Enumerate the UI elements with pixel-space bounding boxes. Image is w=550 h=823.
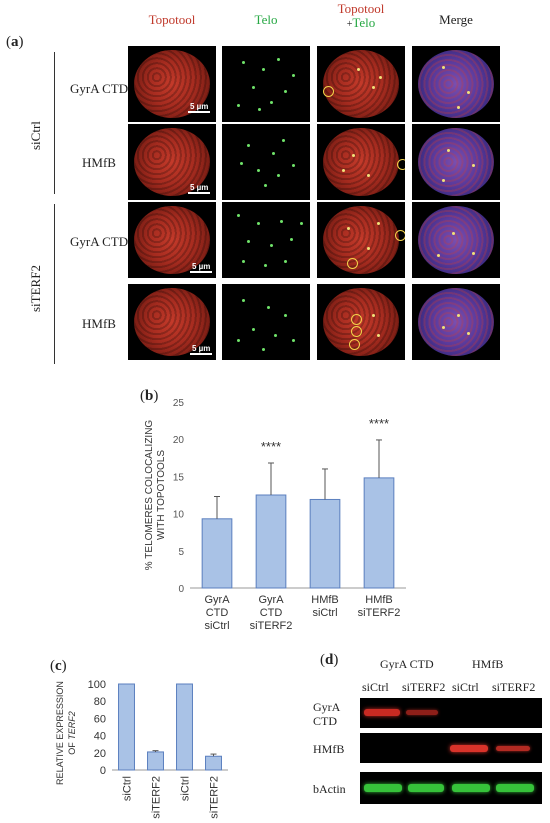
- y-tick-label: 20: [94, 748, 106, 760]
- x-tick-label: CTD: [260, 607, 283, 619]
- panel-b-label: (b): [140, 388, 159, 404]
- micrograph-telo-gyra-sictrl: [222, 46, 310, 122]
- y-tick-label: 10: [173, 510, 185, 521]
- micrograph-telo-gyra-siterf2: [222, 202, 310, 278]
- bar: [201, 518, 233, 589]
- colocalization-ring: [397, 159, 405, 170]
- western-lane-label: siTERF2: [402, 680, 446, 694]
- y-axis-label: % TELOMERES COLOCALIZINGWITH TOPOTOOLS: [144, 420, 167, 571]
- column-header-overlay-topotool: Topotool: [337, 1, 385, 16]
- western-group-header-gyra-ctd: GyrA CTD: [380, 657, 434, 671]
- panel-d-label: (d): [320, 652, 339, 668]
- micrograph-topotool-gyra-siterf2: 5 µm: [128, 202, 216, 278]
- micrograph-topotool-hmfb-sictrl: 5 µm: [128, 124, 216, 200]
- micrograph-overlay-hmfb-sictrl: [317, 124, 405, 200]
- x-tick-label: HMfB: [365, 594, 393, 606]
- y-tick-label: 60: [94, 713, 106, 725]
- x-tick-label: siTERF2: [358, 607, 401, 619]
- bar: [147, 751, 164, 771]
- western-lane-label: siTERF2: [492, 680, 536, 694]
- x-tick-label: siCtrl: [180, 776, 192, 801]
- y-tick-label: 0: [100, 765, 106, 777]
- x-tick-label: siCtrl: [204, 620, 229, 632]
- micrograph-merge-gyra-siterf2: [412, 202, 500, 278]
- micrograph-overlay-gyra-sictrl: [317, 46, 405, 122]
- panel-c-label: (c): [50, 658, 67, 674]
- western-group-header-hmfb: HMfB: [472, 657, 504, 671]
- x-tick-label: siCtrl: [122, 776, 134, 801]
- bar: [205, 755, 222, 771]
- bar: [363, 477, 395, 589]
- x-tick-label: GyrA: [204, 594, 230, 606]
- column-header-telo: Telo: [254, 12, 278, 27]
- bar: [176, 683, 193, 771]
- western-blot-bactin: [360, 772, 542, 804]
- y-tick-label: 80: [94, 696, 106, 708]
- colocalization-ring: [351, 314, 362, 325]
- colocalization-ring: [351, 326, 362, 337]
- terf2-expression-bar-chart: 0 20 40 60 80 100 siCtrl siTERF2 siCtrl siTERF2 RE…: [55, 679, 228, 819]
- colocalization-ring: [395, 230, 405, 241]
- western-row-label-hmfb: HMfB: [313, 742, 345, 756]
- y-tick-label: 100: [88, 679, 106, 691]
- row-label-hmfb-sictrl: HMfB: [82, 155, 116, 170]
- micrograph-telo-hmfb-sictrl: [222, 124, 310, 200]
- colocalization-ring: [349, 339, 360, 350]
- row-label-gyra-ctd-sictrl: GyrA CTD: [70, 81, 129, 96]
- micrograph-telo-hmfb-siterf2: [222, 284, 310, 360]
- micrograph-topotool-hmfb-siterf2: 5 µm: [128, 284, 216, 360]
- y-tick-label: 25: [173, 398, 185, 409]
- row-label-gyra-ctd-siterf2: GyrA CTD: [70, 234, 129, 249]
- western-blot-hmfb: [360, 733, 542, 763]
- row-label-hmfb-siterf2: HMfB: [82, 316, 116, 331]
- micrograph-overlay-hmfb-siterf2: [317, 284, 405, 360]
- micrograph-merge-hmfb-siterf2: [412, 284, 500, 360]
- x-tick-label: siTERF2: [250, 620, 293, 632]
- x-tick-label: HMfB: [311, 594, 339, 606]
- western-blot-gyra-ctd: [360, 698, 542, 728]
- y-tick-label: 5: [178, 547, 184, 558]
- group-label-sictrl: siCtrl: [28, 121, 43, 150]
- panel-a-label: (a): [6, 34, 24, 50]
- x-tick-label: siTERF2: [209, 776, 221, 819]
- colocalization-ring: [347, 258, 358, 269]
- x-tick-label: siTERF2: [151, 776, 163, 819]
- group-divider-sictrl: [54, 52, 55, 194]
- group-label-siterf2: siTERF2: [28, 265, 43, 312]
- column-header-overlay: Topotool +Telo: [317, 2, 405, 32]
- micrograph-topotool-gyra-sictrl: 5 µm: [128, 46, 216, 122]
- x-tick-label: siCtrl: [312, 607, 337, 619]
- significance-label: ****: [261, 439, 281, 454]
- colocalization-ring: [323, 86, 334, 97]
- western-row-label-bactin: bActin: [313, 782, 346, 796]
- column-header-merge: Merge: [439, 12, 473, 27]
- western-lane-label: siCtrl: [362, 680, 389, 694]
- western-lane-label: siCtrl: [452, 680, 479, 694]
- group-divider-siterf2: [54, 204, 55, 364]
- micrograph-merge-gyra-sictrl: [412, 46, 500, 122]
- bar: [255, 494, 287, 589]
- micrograph-merge-hmfb-sictrl: [412, 124, 500, 200]
- y-tick-label: 0: [178, 584, 184, 595]
- colocalization-bar-chart: 0510152025GyrACTDsiCtrl****GyrACTDsiTERF…: [144, 398, 406, 632]
- x-tick-label: CTD: [206, 607, 229, 619]
- y-axis-label: RELATIVE EXPRESSION OF TERF2: [55, 681, 77, 785]
- significance-label: ****: [369, 416, 389, 431]
- bar: [118, 683, 135, 771]
- x-tick-label: GyrA: [258, 594, 284, 606]
- y-tick-label: 20: [173, 435, 185, 446]
- y-tick-label: 40: [94, 731, 106, 743]
- bar: [309, 498, 341, 589]
- column-header-overlay-telo: +Telo: [346, 15, 376, 31]
- y-tick-label: 15: [173, 472, 185, 483]
- micrograph-overlay-gyra-siterf2: [317, 202, 405, 278]
- column-header-topotool: Topotool: [148, 12, 196, 27]
- western-row-label-gyra-ctd: GyrA CTD: [313, 700, 341, 728]
